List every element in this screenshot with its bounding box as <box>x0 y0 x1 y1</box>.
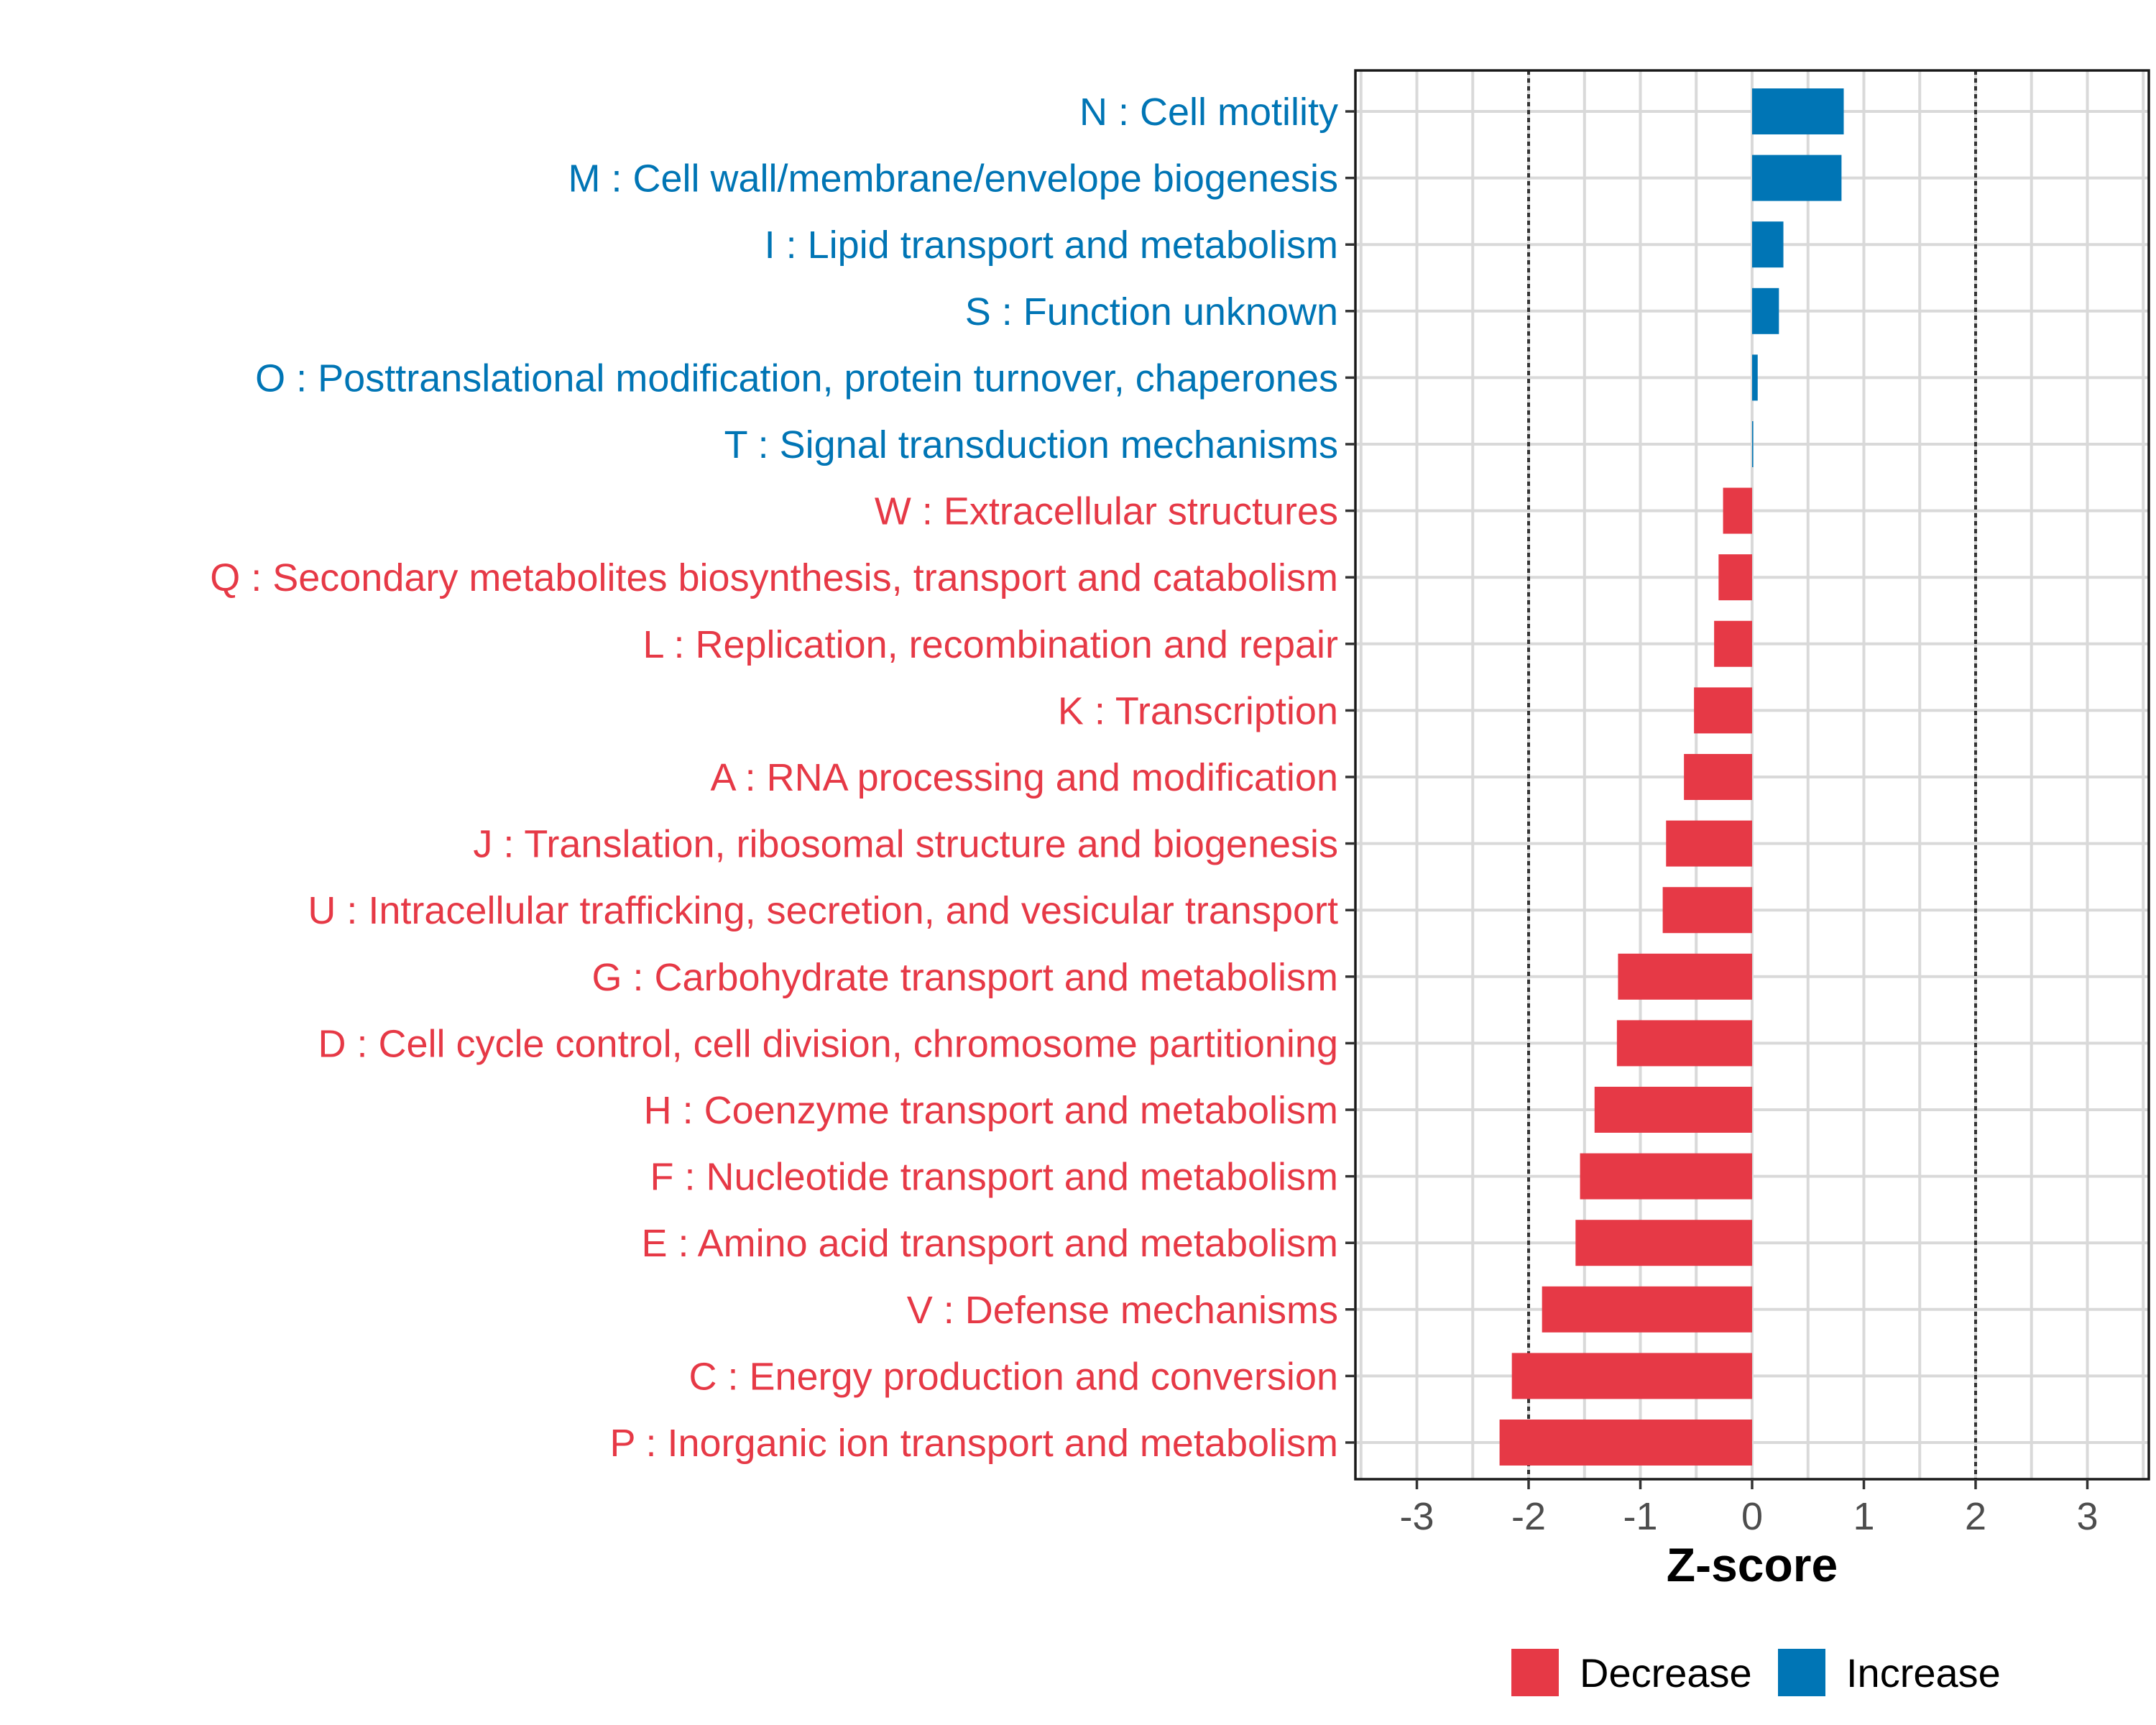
y-axis-ticks <box>1345 110 1355 1444</box>
bar <box>1684 754 1752 800</box>
category-label: M : Cell wall/membrane/envelope biogenes… <box>568 157 1338 201</box>
category-label: F : Nucleotide transport and metabolism <box>650 1156 1338 1199</box>
category-label: A : RNA processing and modification <box>711 756 1338 799</box>
bar <box>1752 421 1754 467</box>
category-label: E : Amino acid transport and metabolism <box>642 1222 1338 1265</box>
x-tick-label: 3 <box>2076 1495 2098 1538</box>
bar <box>1723 487 1752 534</box>
bar <box>1752 88 1844 134</box>
legend: Decrease Increase <box>1511 1649 2001 1696</box>
category-label: G : Carbohydrate transport and metabolis… <box>592 956 1339 999</box>
bar <box>1752 288 1779 334</box>
bar <box>1580 1153 1752 1200</box>
bar <box>1499 1420 1752 1466</box>
category-label: V : Defense mechanisms <box>907 1289 1338 1332</box>
bar <box>1694 687 1752 734</box>
x-axis-ticks: -3 -2 -1 0 1 2 3 <box>1400 1479 2099 1538</box>
category-label: I : Lipid transport and metabolism <box>765 224 1338 267</box>
category-label: C : Energy production and conversion <box>688 1355 1338 1398</box>
category-label: Q : Secondary metabolites biosynthesis, … <box>210 556 1338 599</box>
bar <box>1752 354 1758 401</box>
legend-label-decrease: Decrease <box>1580 1650 1752 1696</box>
bar <box>1511 1353 1752 1399</box>
bar <box>1714 620 1752 667</box>
reference-lines <box>1527 70 1977 1479</box>
category-label: K : Transcription <box>1058 689 1338 732</box>
category-label: T : Signal transduction mechanisms <box>724 423 1338 466</box>
bar <box>1575 1220 1752 1266</box>
x-tick-label: -1 <box>1623 1495 1657 1538</box>
legend-swatch-decrease <box>1511 1649 1559 1696</box>
category-label: W : Extracellular structures <box>875 490 1338 533</box>
category-label: O : Posttranslational modification, prot… <box>255 356 1338 400</box>
bars <box>1499 88 1844 1466</box>
x-tick-label: 0 <box>1741 1495 1763 1538</box>
bar <box>1718 554 1752 601</box>
x-tick-label: 2 <box>1965 1495 1986 1538</box>
bar <box>1616 1020 1752 1067</box>
category-label: S : Function unknown <box>965 290 1338 334</box>
x-tick-label: 1 <box>1853 1495 1874 1538</box>
bar <box>1666 820 1752 867</box>
category-label: N : Cell motility <box>1079 91 1338 134</box>
bar <box>1594 1087 1752 1133</box>
category-label: L : Replication, recombination and repai… <box>642 623 1338 666</box>
category-label: J : Translation, ribosomal structure and… <box>473 823 1338 866</box>
bar <box>1542 1286 1752 1333</box>
category-label: D : Cell cycle control, cell division, c… <box>318 1022 1338 1065</box>
category-label: H : Coenzyme transport and metabolism <box>644 1089 1338 1132</box>
x-axis-title: Z-score <box>1667 1538 1838 1591</box>
legend-label-increase: Increase <box>1846 1650 2001 1696</box>
x-tick-label: -2 <box>1511 1495 1546 1538</box>
bar <box>1618 953 1752 1000</box>
bar <box>1752 155 1842 201</box>
category-label: P : Inorganic ion transport and metaboli… <box>609 1422 1338 1465</box>
bar <box>1662 887 1752 934</box>
legend-swatch-increase <box>1778 1649 1825 1696</box>
y-axis-category-labels: N : Cell motility M : Cell wall/membrane/… <box>210 91 1338 1465</box>
x-tick-label: -3 <box>1400 1495 1434 1538</box>
category-label: U : Intracellular trafficking, secretion… <box>308 889 1338 932</box>
bar <box>1752 221 1784 268</box>
